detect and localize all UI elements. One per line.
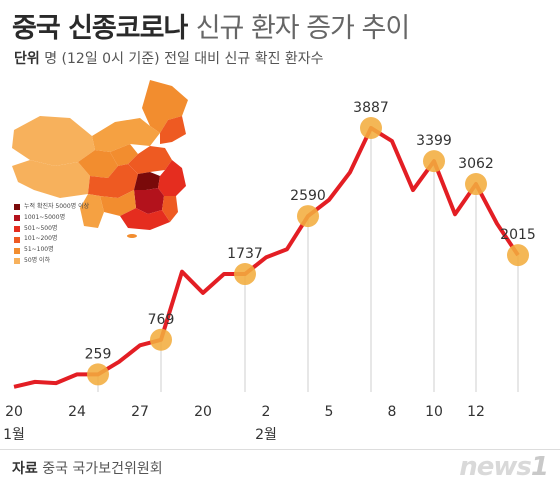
legend-swatch — [14, 236, 20, 243]
data-label: 259 — [85, 346, 112, 362]
data-label: 2015 — [500, 227, 536, 243]
map-region-gansu — [110, 144, 138, 166]
footer-divider — [0, 449, 560, 450]
legend-item: 누적 확진자 5000명 이상 — [14, 202, 89, 213]
chart-title: 중국 신종코로나 신규 환자 증가 추이 — [12, 6, 410, 45]
x-tick-label: 10 — [425, 404, 443, 420]
unit-text: 명 (12일 0시 기준) 전일 대비 신규 확진 환자수 — [44, 51, 324, 67]
x-tick-label: 27 — [131, 404, 149, 420]
legend-swatch — [14, 247, 20, 254]
title-main: 중국 신종코로나 — [12, 13, 188, 44]
month-label: 2월 — [255, 427, 277, 443]
legend-label: 51~100명 — [24, 246, 54, 254]
source-label: 자료 — [12, 461, 38, 477]
map-region-sichuan — [88, 164, 138, 198]
map-region-northeast — [160, 116, 186, 144]
source-note: 자료 중국 국가보건위원회 — [12, 458, 163, 478]
legend-label: 501~500명 — [24, 224, 58, 232]
legend-item: 51~100명 — [14, 245, 89, 256]
data-point-marker — [360, 117, 382, 139]
map-region-qinghai — [78, 150, 118, 178]
legend-item: 501~500명 — [14, 224, 89, 235]
data-point-marker — [423, 150, 445, 173]
data-point-marker — [87, 363, 109, 386]
chart-subtitle: 단위 명 (12일 0시 기준) 전일 대비 신규 확진 환자수 — [14, 48, 324, 68]
x-tick-label: 2 — [262, 404, 271, 420]
map-legend: 누적 확진자 5000명 이상 1001~5000명 501~500명 101~200… — [14, 202, 89, 267]
data-point-marker — [507, 244, 529, 267]
legend-label: 50명 이하 — [24, 256, 51, 264]
data-point-marker — [234, 263, 256, 286]
map-region-fujian — [162, 196, 178, 222]
legend-swatch — [14, 204, 20, 211]
line-chart: 259 769 1737 2590 3887 3399 3062 2015 20 24 27 20 2… — [3, 100, 536, 443]
data-label: 3887 — [353, 100, 389, 116]
legend-swatch — [14, 225, 20, 232]
month-label: 1월 — [3, 427, 25, 443]
data-label: 3399 — [416, 133, 452, 149]
data-label: 769 — [148, 312, 175, 328]
legend-item: 1001~5000명 — [14, 213, 89, 224]
legend-label: 누적 확진자 5000명 이상 — [24, 203, 90, 210]
legend-label: 101~200명 — [24, 235, 58, 243]
map-region-north — [142, 80, 188, 133]
map-region-east — [158, 160, 186, 196]
title-rest: 신규 환자 증가 추이 — [195, 13, 410, 44]
map-region-xinjiang — [12, 116, 95, 166]
map-region-hainan — [127, 234, 137, 238]
map-region-central — [128, 146, 172, 174]
map-region-inner-mongolia — [92, 118, 160, 152]
map-region-yunnan — [80, 194, 104, 228]
legend-swatch — [14, 258, 20, 265]
map-region-guizhou — [100, 190, 136, 216]
source-text: 중국 국가보건위원회 — [42, 461, 163, 477]
china-map — [12, 80, 188, 238]
x-tick-label: 12 — [467, 404, 485, 420]
data-point-marker — [297, 205, 319, 228]
map-region-hubei — [134, 172, 160, 190]
x-tick-label: 8 — [388, 404, 397, 420]
data-label: 1737 — [227, 246, 263, 262]
data-point-marker — [465, 173, 487, 196]
data-label: 2590 — [290, 188, 326, 204]
data-label: 3062 — [458, 156, 494, 172]
x-tick-label: 24 — [68, 404, 86, 420]
legend-label: 1001~5000명 — [24, 213, 66, 221]
unit-label: 단위 — [14, 51, 40, 67]
news1-logo: news1 — [459, 452, 549, 482]
map-region-tibet — [12, 160, 90, 198]
map-region-south — [120, 208, 170, 230]
legend-item: 101~200명 — [14, 234, 89, 245]
map-region-hunan-jiangxi — [134, 188, 164, 214]
x-tick-label: 20 — [194, 404, 212, 420]
legend-item: 50명 이하 — [14, 256, 89, 267]
x-tick-label: 5 — [325, 404, 334, 420]
legend-swatch — [14, 215, 20, 222]
x-tick-label: 20 — [5, 404, 23, 420]
data-point-marker — [150, 328, 172, 351]
